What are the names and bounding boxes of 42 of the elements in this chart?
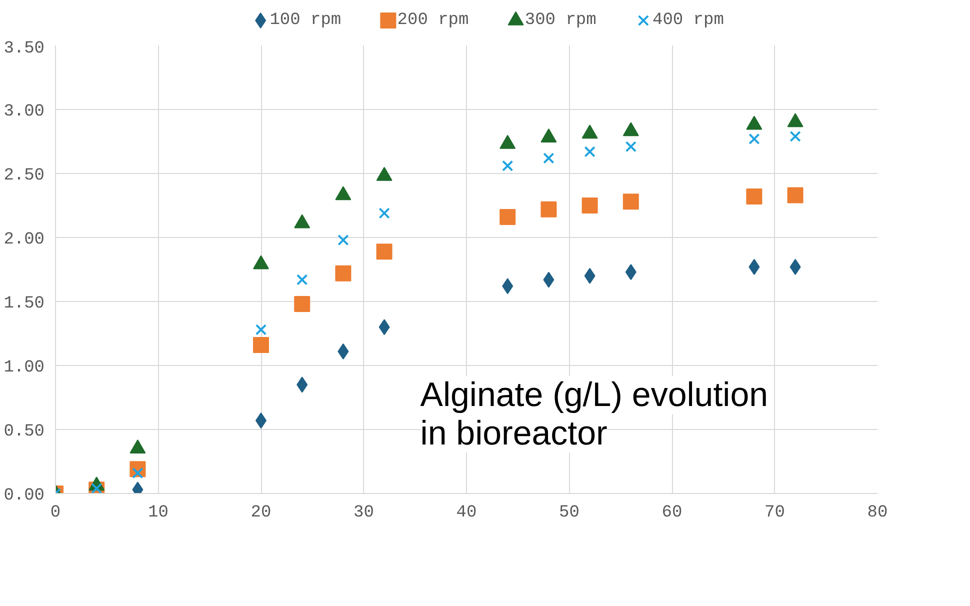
annotation: Alginate (g/L) evolution in bioreactor (420, 376, 768, 453)
x-tick-label: 60 (662, 504, 682, 522)
point (378, 208, 390, 219)
x-tick-label: 40 (456, 504, 477, 522)
legend-label: 400 rpm (652, 11, 724, 30)
x-tick-label: 80 (867, 504, 888, 522)
point (540, 201, 557, 218)
x-tick-label: 10 (148, 504, 168, 522)
legend-label: 300 rpm (524, 11, 596, 30)
x-tick-label: 20 (250, 504, 272, 522)
point (296, 274, 308, 286)
y-tick-label: 2.00 (4, 230, 45, 250)
x-tick-label: 70 (764, 504, 785, 522)
point (543, 152, 554, 164)
y-tick-label: 0.00 (4, 486, 45, 506)
point (584, 146, 596, 158)
point (787, 187, 804, 204)
point (746, 188, 762, 205)
x-tick-label: 30 (354, 504, 374, 522)
point (748, 133, 760, 145)
point (376, 244, 392, 260)
point (335, 265, 352, 282)
point (502, 160, 514, 172)
y-tick-label: 1.50 (4, 294, 45, 314)
point (255, 324, 267, 336)
point (582, 198, 598, 214)
point (790, 130, 801, 142)
y-tick-label: 3.00 (4, 102, 45, 122)
point (338, 234, 349, 246)
legend-label: 100 rpm (270, 11, 342, 30)
x-tick-label: 50 (559, 504, 580, 522)
point (625, 141, 636, 152)
legend-label: 200 rpm (397, 11, 469, 30)
y-tick-label: 1.00 (4, 358, 45, 378)
y-tick-label: 0.50 (4, 422, 45, 442)
x-tick-label: 0 (50, 504, 61, 522)
point (622, 194, 639, 210)
y-tick-label: 3.50 (4, 40, 45, 58)
point (253, 337, 269, 354)
y-tick-label: 2.50 (4, 166, 45, 186)
point (294, 296, 310, 312)
point (500, 209, 516, 226)
